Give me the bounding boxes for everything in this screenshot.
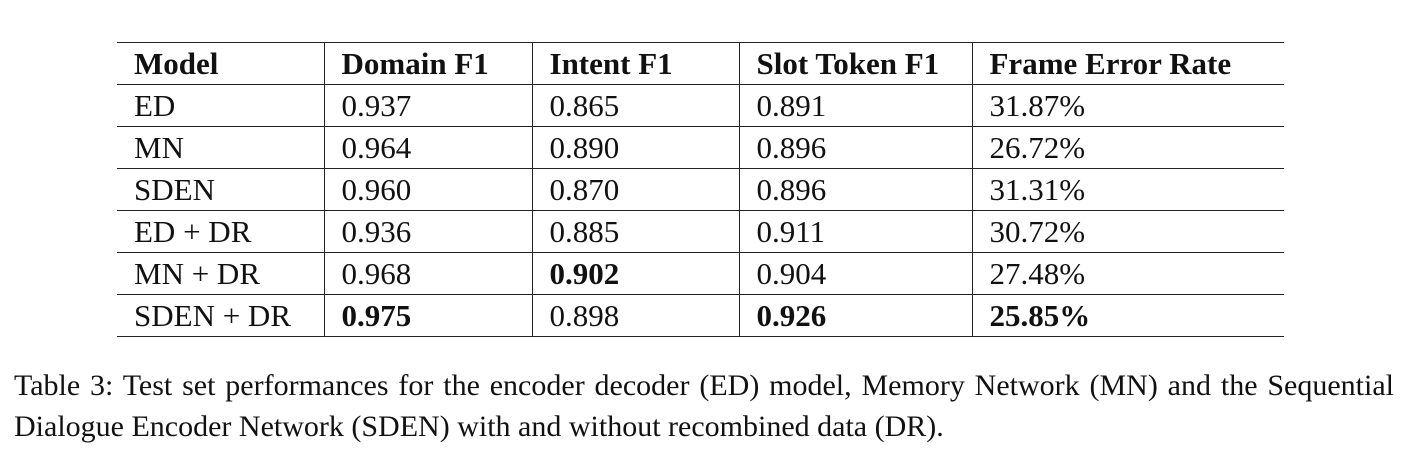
model-cell: SDEN + DR	[117, 294, 324, 337]
frame-error-rate-cell: 25.85%	[971, 294, 1284, 337]
table-row: MN + DR 0.968 0.902 0.904 27.48%	[117, 252, 1284, 295]
intent-f1-cell: 0.898	[531, 294, 739, 337]
table-row: SDEN 0.960 0.870 0.896 31.31%	[117, 168, 1284, 211]
model-cell: SDEN	[117, 168, 324, 211]
table-caption: Table 3: Test set performances for the e…	[14, 369, 1394, 443]
slot-token-f1-cell: 0.896	[738, 126, 972, 169]
slot-token-f1-cell: 0.891	[738, 84, 972, 127]
intent-f1-cell: 0.865	[531, 84, 739, 127]
slot-token-f1-cell: 0.926	[738, 294, 972, 337]
frame-error-rate-cell: 31.31%	[971, 168, 1284, 211]
slot-token-f1-cell: 0.911	[738, 210, 972, 253]
slot-token-f1-cell: 0.904	[738, 252, 972, 295]
domain-f1-cell: 0.964	[323, 126, 532, 169]
table-row: SDEN + DR 0.975 0.898 0.926 25.85%	[117, 294, 1284, 337]
frame-error-rate-cell: 27.48%	[971, 252, 1284, 295]
table-header-row: Model Domain F1 Intent F1 Slot Token F1 …	[117, 42, 1284, 85]
column-header-domain-f1: Domain F1	[323, 42, 532, 85]
model-cell: MN + DR	[117, 252, 324, 295]
frame-error-rate-cell: 31.87%	[971, 84, 1284, 127]
intent-f1-cell: 0.870	[531, 168, 739, 211]
table-row: ED 0.937 0.865 0.891 31.87%	[117, 84, 1284, 127]
results-table: Model Domain F1 Intent F1 Slot Token F1 …	[117, 42, 1284, 337]
slot-token-f1-cell: 0.896	[738, 168, 972, 211]
table-row: ED + DR 0.936 0.885 0.911 30.72%	[117, 210, 1284, 253]
table-row: MN 0.964 0.890 0.896 26.72%	[117, 126, 1284, 169]
intent-f1-cell: 0.890	[531, 126, 739, 169]
domain-f1-cell: 0.936	[323, 210, 532, 253]
model-cell: ED + DR	[117, 210, 324, 253]
domain-f1-cell: 0.968	[323, 252, 532, 295]
model-cell: ED	[117, 84, 324, 127]
column-header-slot-token-f1: Slot Token F1	[738, 42, 972, 85]
intent-f1-cell: 0.885	[531, 210, 739, 253]
domain-f1-cell: 0.960	[323, 168, 532, 211]
intent-f1-cell: 0.902	[531, 252, 739, 295]
column-header-frame-error-rate: Frame Error Rate	[971, 42, 1284, 85]
frame-error-rate-cell: 26.72%	[971, 126, 1284, 169]
column-header-model: Model	[117, 42, 324, 85]
model-cell: MN	[117, 126, 324, 169]
domain-f1-cell: 0.975	[323, 294, 532, 337]
frame-error-rate-cell: 30.72%	[971, 210, 1284, 253]
domain-f1-cell: 0.937	[323, 84, 532, 127]
column-header-intent-f1: Intent F1	[531, 42, 739, 85]
